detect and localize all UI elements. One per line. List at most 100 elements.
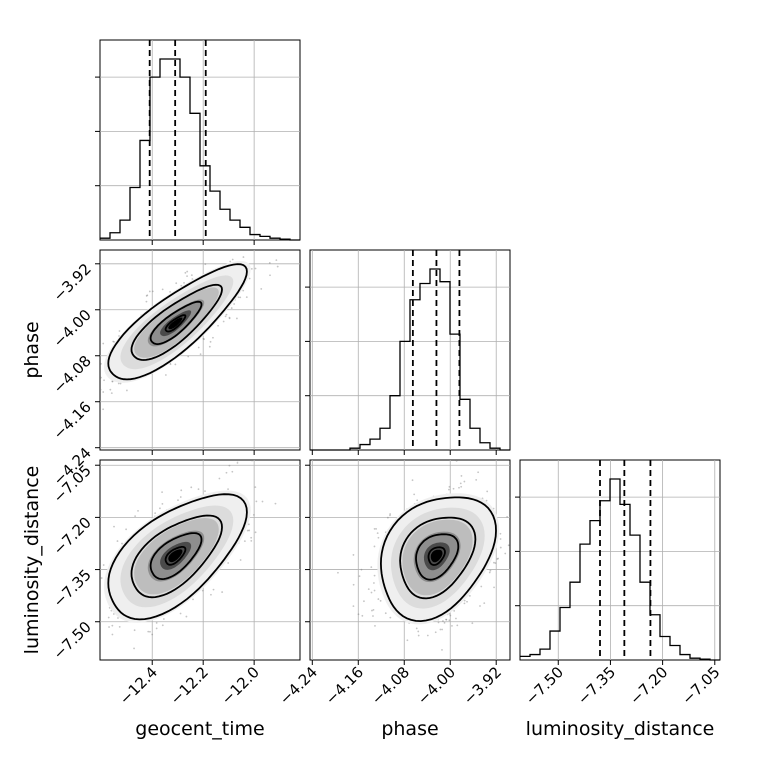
scatter-point	[108, 626, 110, 628]
scatter-point	[164, 374, 167, 376]
scatter-point	[449, 614, 452, 617]
scatter-point	[442, 620, 444, 622]
scatter-point	[112, 613, 115, 615]
scatter-point	[209, 340, 212, 343]
scatter-point	[248, 529, 251, 532]
scatter-point	[202, 337, 205, 340]
contour-line	[149, 300, 203, 346]
contour-line	[107, 263, 248, 381]
scatter-point	[227, 562, 230, 564]
scatter-point	[406, 639, 409, 642]
scatter-point	[373, 589, 376, 592]
scatter-point	[177, 499, 179, 502]
contour-line	[164, 546, 187, 566]
scatter-point	[155, 622, 158, 624]
scatter-point	[102, 391, 105, 393]
scatter-point	[463, 480, 466, 483]
scatter-point	[493, 561, 495, 564]
scatter-point	[375, 527, 378, 530]
scatter-point	[268, 262, 271, 264]
scatter-point	[439, 628, 442, 631]
scatter-point	[239, 296, 242, 299]
scatter-point	[161, 502, 164, 505]
scatter-point	[236, 461, 239, 464]
scatter-point	[434, 631, 437, 634]
scatter-point	[119, 382, 122, 385]
scatter-point	[488, 571, 491, 574]
scatter-point	[504, 552, 507, 555]
scatter-point	[102, 564, 105, 566]
scatter-point	[161, 491, 163, 493]
scatter-point	[448, 488, 450, 491]
scatter-point	[254, 267, 257, 270]
scatter-point	[204, 490, 206, 493]
scatter-point	[145, 295, 148, 297]
scatter-point	[245, 296, 248, 299]
scatter-point	[180, 489, 183, 492]
scatter-point	[133, 629, 136, 632]
scatter-point	[361, 614, 364, 617]
scatter-point	[459, 482, 462, 485]
scatter-point	[247, 523, 250, 526]
scatter-point	[455, 617, 457, 620]
scatter-point	[437, 621, 440, 624]
x-axis-label-geocent-time: geocent_time	[135, 718, 264, 740]
scatter-point	[155, 627, 158, 630]
hist-panel-geocent-time	[95, 39, 301, 245]
scatter-point	[134, 515, 137, 517]
scatter-point	[233, 303, 236, 305]
scatter-point	[210, 593, 212, 596]
scatter-point	[386, 516, 389, 519]
scatter-point	[475, 478, 478, 481]
scatter-point	[179, 612, 182, 615]
scatter-point	[161, 288, 164, 291]
scatter-point	[117, 617, 119, 619]
scatter-point	[236, 460, 239, 462]
scatter-point	[151, 290, 154, 293]
scatter-point	[358, 575, 361, 578]
scatter-point	[133, 647, 135, 650]
scatter-point	[460, 485, 463, 488]
scatter-point	[183, 282, 185, 284]
scatter-point	[118, 330, 121, 332]
scatter-point	[448, 619, 451, 622]
scatter-point	[102, 408, 105, 411]
density-layer	[100, 460, 277, 650]
scatter-point	[218, 477, 221, 480]
scatter-point	[269, 274, 271, 277]
scatter-point	[468, 594, 471, 597]
scatter-point	[121, 542, 123, 545]
scatter-point	[248, 277, 251, 280]
scatter-point	[252, 513, 255, 516]
scatter-point	[357, 613, 360, 616]
scatter-point	[372, 615, 374, 617]
scatter-point	[373, 545, 376, 548]
scatter-point	[506, 515, 509, 518]
scatter-point	[107, 616, 110, 619]
scatter-point	[117, 382, 120, 385]
scatter-point	[100, 388, 102, 391]
scatter-point	[416, 499, 419, 502]
scatter-point	[230, 307, 233, 309]
scatter-point	[125, 528, 128, 531]
scatter-point	[448, 485, 451, 488]
scatter-point	[441, 648, 443, 651]
scatter-point	[203, 338, 205, 341]
scatter-point	[228, 316, 231, 319]
scatter-point	[113, 340, 115, 343]
scatter-point	[110, 392, 113, 395]
contour-line	[164, 314, 187, 333]
scatter-point	[489, 569, 492, 572]
scatter-point	[208, 345, 211, 348]
scatter-point	[499, 546, 502, 549]
scatter-point	[197, 488, 200, 491]
scatter-point	[479, 605, 481, 607]
scatter-point	[445, 618, 448, 621]
scatter-point	[445, 618, 448, 621]
scatter-point	[243, 540, 246, 543]
scatter-point	[175, 282, 178, 285]
scatter-point	[466, 600, 468, 603]
scatter-point	[109, 388, 112, 391]
scatter-point	[352, 554, 355, 556]
